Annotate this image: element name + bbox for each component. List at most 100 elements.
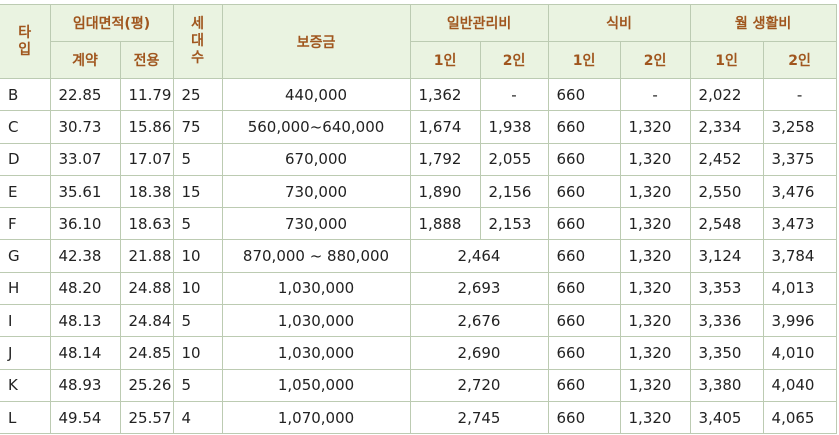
table-cell: 10	[172, 239, 223, 273]
table-cell: -	[479, 77, 549, 112]
table-cell: 18.63	[119, 207, 174, 241]
table-cell: 2,548	[689, 207, 764, 241]
table-cell: 1,320	[619, 304, 691, 338]
table-cell: 3,380	[689, 368, 764, 402]
table-cell: 560,000~640,000	[221, 110, 411, 144]
table-cell: F	[0, 207, 51, 241]
table-cell: 2,676	[409, 304, 549, 338]
table-cell: 1,888	[409, 207, 481, 241]
table-cell: 660	[547, 304, 621, 338]
table-cell: 2,550	[689, 174, 764, 209]
table-cell: 48.20	[49, 271, 121, 306]
table-cell: L	[0, 400, 51, 435]
header-cell: 세대수	[172, 4, 223, 79]
header-row: 타입 임대면적(평) 세대수 보증금 일반관리비 식비 월 생활비	[0, 4, 837, 79]
header-cell: 2인	[619, 41, 691, 79]
table-cell: 1,320	[619, 368, 691, 402]
table-cell: 660	[547, 400, 621, 435]
table-cell: 670,000	[221, 142, 411, 176]
table-cell: 4,065	[762, 400, 837, 435]
table-cell: 660	[547, 368, 621, 402]
table-cell: 4,013	[762, 271, 837, 306]
table-row: C 30.73 15.86 75 560,000~640,000 1,674 1,938 66…	[0, 110, 837, 144]
table-cell: 18.38	[119, 174, 174, 209]
table-cell: 4	[172, 400, 223, 435]
header-cell: 계약	[50, 41, 121, 79]
table-cell: 2,693	[409, 271, 549, 306]
table-cell: 2,022	[689, 77, 764, 112]
table-cell: 3,996	[762, 304, 837, 338]
table-row: L 49.54 25.57 4 1,070,000 2,745 660 1,320 3,405 4…	[0, 400, 837, 435]
table-cell: 1,030,000	[221, 336, 411, 370]
table-cell: 75	[172, 110, 223, 144]
header-cell: 식비	[547, 4, 691, 42]
table-cell: 2,720	[409, 368, 549, 402]
table-cell: 5	[172, 207, 223, 241]
table-cell: 3,473	[762, 207, 837, 241]
table-cell: 33.07	[49, 142, 121, 176]
table-cell: 1,674	[409, 110, 481, 144]
table-cell: 660	[547, 77, 621, 112]
table-cell: 2,153	[479, 207, 549, 241]
table-cell: 3,353	[689, 271, 764, 306]
table-row: I 48.13 24.84 5 1,030,000 2,676 660 1,320 3,336 3…	[0, 304, 837, 338]
header-cell: 1인	[409, 41, 481, 79]
table-cell: G	[0, 239, 51, 273]
table-cell: 1,030,000	[221, 304, 411, 338]
table-cell: 1,362	[409, 77, 481, 112]
table-cell: 3,336	[689, 304, 764, 338]
table-cell: 2,690	[409, 336, 549, 370]
table-cell: 3,124	[689, 239, 764, 273]
table-cell: 1,938	[479, 110, 549, 144]
table-cell: 2,745	[409, 400, 549, 435]
table-cell: 10	[172, 271, 223, 306]
table-cell: 660	[547, 207, 621, 241]
table-cell: 25.57	[119, 400, 174, 435]
table-cell: 48.93	[49, 368, 121, 402]
header-cell: 2인	[762, 41, 837, 79]
table-cell: 3,258	[762, 110, 837, 144]
table-cell: 660	[547, 239, 621, 273]
table-cell: 660	[547, 271, 621, 306]
table-cell: 1,890	[409, 174, 481, 209]
table-row: J 48.14 24.85 10 1,030,000 2,690 660 1,320 3,350…	[0, 336, 837, 370]
table-cell: 730,000	[221, 174, 411, 209]
table-cell: 1,320	[619, 336, 691, 370]
table-cell: 2,156	[479, 174, 549, 209]
table-cell: 24.88	[119, 271, 174, 306]
table-cell: 21.88	[119, 239, 174, 273]
table-cell: 4,010	[762, 336, 837, 370]
table-cell: 5	[172, 142, 223, 176]
table-container: 타입 임대면적(평) 세대수 보증금 일반관리비 식비 월 생활비 계약 전용 …	[0, 4, 837, 435]
table-row: E 35.61 18.38 15 730,000 1,890 2,156 660 1,320 2,…	[0, 174, 837, 209]
table-row: F 36.10 18.63 5 730,000 1,888 2,153 660 1,320 2,5…	[0, 207, 837, 241]
table-cell: 1,320	[619, 239, 691, 273]
header-cell: 1인	[689, 41, 764, 79]
table-cell: 1,320	[619, 400, 691, 435]
table-cell: 5	[172, 368, 223, 402]
table-cell: 1,320	[619, 271, 691, 306]
table-cell: H	[0, 271, 51, 306]
table-cell: 25.26	[119, 368, 174, 402]
table-cell: 3,350	[689, 336, 764, 370]
table-cell: I	[0, 304, 51, 338]
table-cell: -	[762, 77, 837, 112]
table-cell: 36.10	[49, 207, 121, 241]
table-cell: 3,375	[762, 142, 837, 176]
header-cell: 월 생활비	[689, 4, 837, 42]
table-cell: 4,040	[762, 368, 837, 402]
table-row: K 48.93 25.26 5 1,050,000 2,720 660 1,320 3,380 4…	[0, 368, 837, 402]
table-cell: 660	[547, 110, 621, 144]
table-cell: 5	[172, 304, 223, 338]
table-cell: 24.85	[119, 336, 174, 370]
table-cell: B	[0, 77, 51, 112]
table-cell: 1,070,000	[221, 400, 411, 435]
table-cell: 1,792	[409, 142, 481, 176]
table-row: B 22.85 11.79 25 440,000 1,362-660-2,022-	[0, 77, 837, 112]
table-cell: 870,000 ~ 880,000	[221, 239, 411, 273]
table-cell: 440,000	[221, 77, 411, 112]
table-cell: 35.61	[49, 174, 121, 209]
table-cell: 22.85	[49, 77, 121, 112]
table-cell: 48.14	[49, 336, 121, 370]
table-cell: K	[0, 368, 51, 402]
